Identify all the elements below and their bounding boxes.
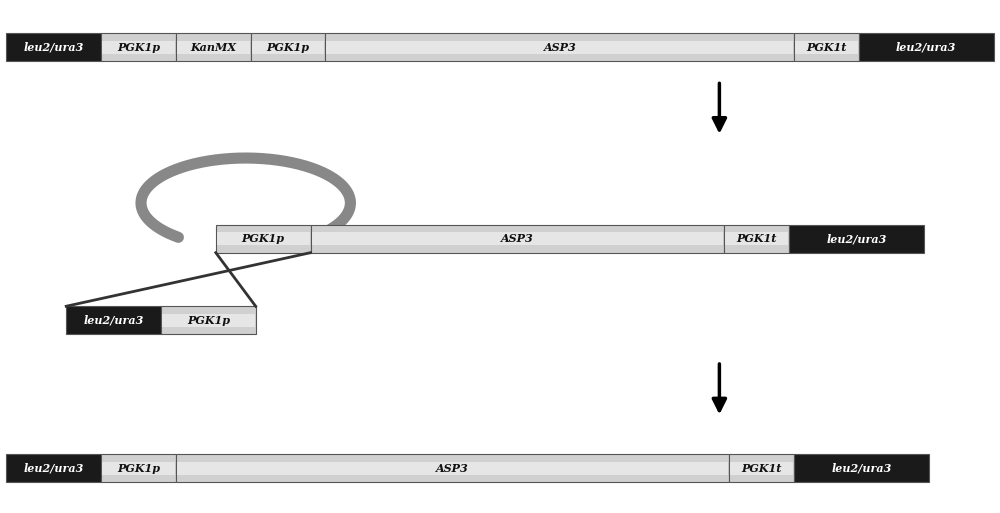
Bar — [794, 454, 929, 482]
Bar — [326, 41, 793, 54]
Bar — [217, 232, 310, 245]
Bar — [730, 462, 793, 475]
Bar — [177, 462, 728, 475]
Bar — [859, 33, 994, 62]
Bar — [177, 41, 250, 54]
Text: PGK1p: PGK1p — [187, 315, 230, 326]
Text: PGK1p: PGK1p — [242, 233, 285, 244]
Bar — [102, 462, 175, 475]
Bar — [176, 33, 251, 62]
Bar — [101, 33, 176, 62]
Text: ASP3: ASP3 — [501, 233, 534, 244]
Text: PGK1t: PGK1t — [737, 233, 777, 244]
Bar — [102, 41, 175, 54]
Bar — [216, 225, 311, 253]
Bar — [729, 454, 794, 482]
Bar — [311, 225, 724, 253]
Text: leu2/ura3: leu2/ura3 — [831, 463, 892, 473]
Text: leu2/ura3: leu2/ura3 — [826, 233, 887, 244]
Bar — [101, 454, 176, 482]
Bar — [795, 41, 858, 54]
Bar — [252, 41, 324, 54]
Bar — [6, 33, 101, 62]
Text: leu2/ura3: leu2/ura3 — [24, 463, 84, 473]
Text: PGK1t: PGK1t — [742, 463, 782, 473]
Text: KanMX: KanMX — [190, 42, 236, 53]
Bar — [724, 225, 789, 253]
Text: PGK1p: PGK1p — [117, 42, 160, 53]
Bar — [176, 454, 729, 482]
Bar — [312, 232, 723, 245]
Text: PGK1p: PGK1p — [267, 42, 310, 53]
Bar — [725, 232, 788, 245]
Text: leu2/ura3: leu2/ura3 — [896, 42, 956, 53]
Bar — [161, 306, 256, 334]
Bar — [794, 33, 859, 62]
Text: leu2/ura3: leu2/ura3 — [24, 42, 84, 53]
Bar — [789, 225, 924, 253]
Text: PGK1t: PGK1t — [806, 42, 847, 53]
Bar — [325, 33, 794, 62]
Text: ASP3: ASP3 — [543, 42, 576, 53]
Bar — [162, 314, 255, 327]
Text: ASP3: ASP3 — [436, 463, 469, 473]
Bar — [66, 306, 161, 334]
Text: leu2/ura3: leu2/ura3 — [83, 315, 144, 326]
Text: PGK1p: PGK1p — [117, 463, 160, 473]
Bar — [251, 33, 325, 62]
Bar — [6, 454, 101, 482]
